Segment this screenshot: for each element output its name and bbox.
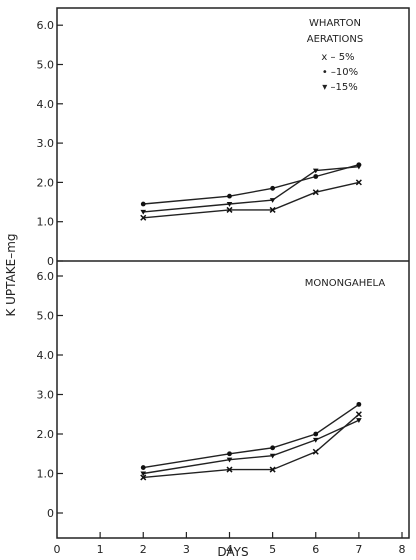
y-tick-label: 0	[47, 507, 54, 520]
legend-entry-10: • –10%	[322, 67, 358, 78]
data-point	[227, 451, 232, 457]
y-tick-label: 4.0	[37, 98, 55, 111]
data-point	[140, 201, 146, 207]
series-line	[143, 181, 360, 219]
plot-frame	[56, 7, 410, 539]
data-point	[356, 418, 362, 423]
data-point	[140, 474, 147, 481]
x-tick-label: 0	[54, 543, 61, 556]
data-point	[227, 193, 232, 199]
y-tick-label: 5.0	[37, 310, 55, 323]
x-tick-label: 3	[183, 543, 190, 556]
data-point	[226, 457, 233, 463]
x-axis-label: DAYS	[217, 545, 248, 559]
x-tick-label: 2	[140, 543, 147, 556]
data-point	[226, 202, 233, 207]
y-tick-label: 1.0	[37, 216, 55, 229]
bottom-panel-label: MONONGAHELA	[305, 278, 386, 289]
x-tick-label: 7	[355, 543, 362, 556]
top-panel-label: WHARTON	[309, 18, 361, 29]
data-point	[269, 198, 276, 203]
x-tick-label: 8	[399, 543, 406, 556]
data-point	[356, 401, 362, 407]
data-point	[269, 466, 276, 473]
y-tick-label: 4.0	[37, 349, 55, 362]
data-point	[356, 164, 362, 170]
y-tick-label: 2.0	[37, 428, 55, 441]
data-point	[140, 214, 147, 221]
x-tick-label: 1	[97, 543, 104, 556]
y-tick-label: 6.0	[37, 19, 55, 32]
data-point	[313, 431, 319, 437]
data-point	[312, 168, 319, 174]
y-tick-label: 3.0	[37, 137, 55, 150]
x-tick-label: 5	[269, 543, 276, 556]
data-point	[312, 448, 319, 455]
data-point	[312, 437, 319, 443]
y-tick-label: 1.0	[37, 468, 55, 481]
data-point	[270, 445, 276, 451]
data-point	[270, 185, 276, 191]
series-line	[143, 164, 360, 205]
series-line	[143, 419, 360, 475]
y-tick-label: 2.0	[37, 176, 55, 189]
data-point	[140, 209, 147, 215]
x-tick-label: 6	[312, 543, 319, 556]
y-tick-label: 6.0	[37, 270, 55, 283]
data-point	[226, 206, 233, 213]
data-point	[140, 465, 146, 470]
data-point	[269, 206, 276, 213]
y-axis-label: K UPTAKE–mg	[4, 233, 18, 316]
legend-entry-15: ▾ –15%	[322, 82, 357, 93]
data-point	[355, 411, 362, 418]
y-tick-label: 5.0	[37, 59, 55, 72]
data-point	[355, 179, 362, 186]
x-tick-label: 4	[226, 543, 233, 556]
y-tick-label: 0	[47, 255, 54, 268]
data-point	[226, 466, 233, 473]
data-point	[312, 189, 319, 196]
data-point	[269, 453, 276, 459]
y-tick-label: 3.0	[37, 389, 55, 402]
legend-entry-5: x – 5%	[321, 52, 354, 63]
data-point	[140, 471, 147, 477]
legend-title: AERATIONS	[307, 34, 364, 45]
data-point	[313, 174, 319, 179]
